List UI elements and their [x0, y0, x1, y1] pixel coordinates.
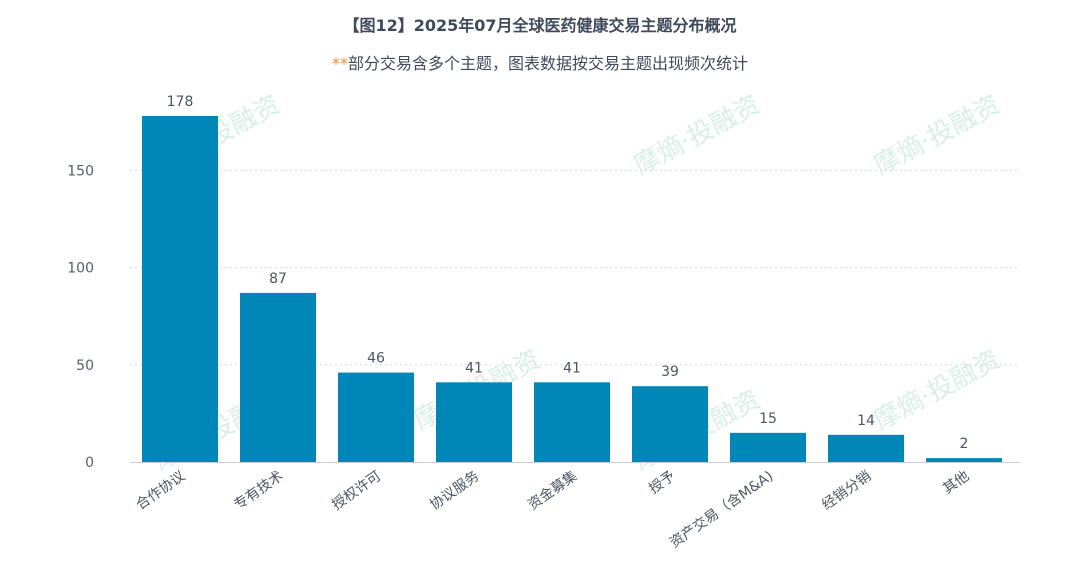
x-tick-label: 合作协议 [133, 468, 188, 513]
data-label: 39 [661, 364, 679, 380]
x-tick-label: 资产交易（含M&A) [667, 467, 777, 551]
y-tick-label: 100 [67, 261, 94, 277]
watermark-text: 摩熵·投融资 [869, 345, 1005, 436]
x-tick-label: 专有技术 [231, 468, 286, 513]
bar [436, 382, 512, 462]
bar [338, 372, 414, 462]
y-tick-label: 150 [67, 163, 94, 179]
gridlines [130, 169, 1020, 463]
bar [828, 434, 904, 462]
data-label: 15 [759, 411, 777, 427]
data-labels: 178 87 46 41 41 39 15 14 2 [167, 94, 969, 452]
data-label: 41 [563, 360, 581, 376]
data-label: 178 [167, 94, 194, 110]
data-label: 41 [465, 360, 483, 376]
watermark-text: 摩熵·投融资 [869, 90, 1005, 181]
x-tick-label: 经销分销 [819, 468, 874, 513]
bar [534, 382, 610, 462]
data-label: 14 [857, 413, 875, 429]
bar [240, 292, 316, 462]
x-tick-label: 协议服务 [427, 468, 482, 513]
data-label: 87 [269, 271, 287, 287]
data-label: 2 [960, 436, 969, 452]
subtitle-text: 部分交易含多个主题，图表数据按交易主题出现频次统计 [347, 54, 748, 73]
bar [730, 432, 806, 462]
x-tick-label: 资金募集 [525, 467, 581, 513]
subtitle-asterisks: ** [331, 54, 348, 73]
data-label: 46 [367, 351, 385, 367]
chart-title: 【图12】2025年07月全球医药健康交易主题分布概况 [343, 16, 737, 35]
x-tick-label: 其他 [940, 468, 972, 497]
bar [926, 458, 1002, 462]
bar [632, 386, 708, 462]
bar [142, 116, 218, 462]
x-tick-label: 授权许可 [329, 468, 384, 513]
watermark-text: 摩熵·投融资 [629, 90, 765, 181]
bars [142, 116, 1002, 462]
y-axis: 0 50 100 150 [67, 163, 94, 471]
y-tick-label: 50 [76, 358, 94, 374]
x-tick-label: 授予 [646, 468, 678, 497]
y-tick-label: 0 [85, 455, 94, 471]
chart-subtitle: **部分交易含多个主题，图表数据按交易主题出现频次统计 [0, 50, 1080, 74]
